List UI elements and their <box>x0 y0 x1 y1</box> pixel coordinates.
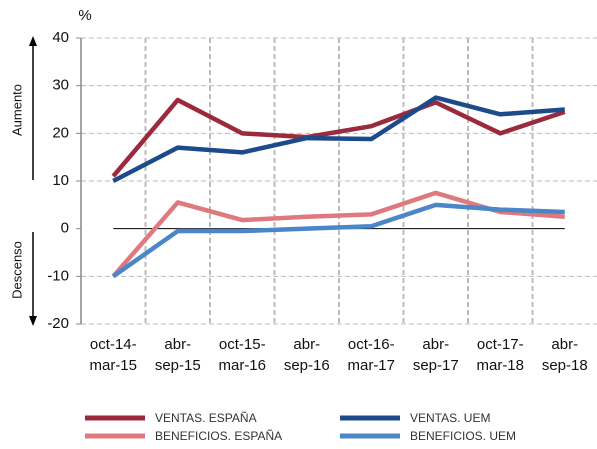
y-tick-label: -20 <box>47 315 69 332</box>
y-tick-label: -10 <box>47 267 69 284</box>
increase-arrowhead <box>29 36 37 46</box>
x-tick-label: abr- <box>422 336 449 353</box>
legend-label: VENTAS. UEM <box>410 411 490 425</box>
decrease-arrowhead <box>29 316 37 326</box>
x-tick-label: sep-17 <box>413 357 459 374</box>
x-tick-label: abr- <box>551 336 578 353</box>
increase-label: Aumento <box>9 84 24 136</box>
x-tick-label: mar-16 <box>218 357 266 374</box>
x-tick-label: sep-16 <box>284 357 330 374</box>
x-tick-label: sep-15 <box>155 357 201 374</box>
series-line <box>111 97 566 178</box>
y-tick-label: 10 <box>52 172 69 189</box>
x-tick-label: abr- <box>164 336 191 353</box>
x-tick-label: oct-16- <box>348 336 395 353</box>
y-tick-label: 0 <box>61 220 69 237</box>
legend-label: VENTAS. ESPAÑA <box>155 411 257 425</box>
x-tick-label: mar-18 <box>476 357 524 374</box>
series-line <box>111 202 565 279</box>
decrease-label: Descenso <box>9 241 24 299</box>
x-tick-label: sep-18 <box>542 357 588 374</box>
legend-label: BENEFICIOS. ESPAÑA <box>155 429 282 443</box>
x-tick-label: mar-17 <box>347 357 395 374</box>
x-tick-label: oct-15- <box>219 336 266 353</box>
y-tick-label: 30 <box>52 77 69 94</box>
x-tick-label: oct-17- <box>477 336 524 353</box>
x-tick-label: oct-14- <box>90 336 137 353</box>
legend-label: BENEFICIOS. UEM <box>410 429 516 443</box>
y-unit: % <box>78 7 91 24</box>
x-tick-label: mar-15 <box>89 357 137 374</box>
x-tick-label: abr- <box>293 336 320 353</box>
y-tick-label: 40 <box>52 29 69 46</box>
series-line <box>112 95 565 183</box>
y-tick-label: 20 <box>52 124 69 141</box>
